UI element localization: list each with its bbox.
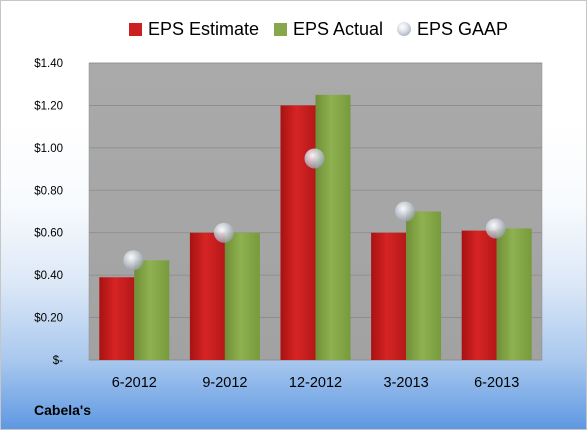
eps-gaap-marker xyxy=(485,218,506,239)
y-tick-label: $0.60 xyxy=(34,228,63,240)
y-tick-label: $1.20 xyxy=(34,100,63,112)
eps-actual-bar xyxy=(224,232,260,360)
eps-actual-bar xyxy=(315,94,351,361)
legend-marker-eps-gaap xyxy=(397,22,411,36)
x-tick-label: 6-2013 xyxy=(474,375,519,391)
eps-actual-bar xyxy=(496,228,532,360)
legend-label-eps-estimate: EPS Estimate xyxy=(148,18,260,39)
y-tick-label: $1.40 xyxy=(34,58,63,70)
y-tick-label: $0.40 xyxy=(34,270,63,282)
eps-estimate-bar xyxy=(189,232,225,360)
eps-estimate-bar xyxy=(371,232,407,360)
legend-item-eps-actual: EPS Actual xyxy=(274,15,383,43)
y-tick-label: $- xyxy=(53,355,63,367)
legend-label-eps-actual: EPS Actual xyxy=(293,18,384,39)
eps-actual-bar xyxy=(406,211,442,360)
legend-item-eps-estimate: EPS Estimate xyxy=(129,15,259,43)
y-tick-label: $0.20 xyxy=(34,313,63,325)
eps-estimate-bar xyxy=(461,230,497,360)
legend-item-eps-gaap: EPS GAAP xyxy=(397,15,508,43)
eps-gaap-marker xyxy=(304,148,325,169)
x-tick-label: 3-2013 xyxy=(384,375,429,391)
eps-estimate-bar xyxy=(99,277,135,360)
eps-gaap-marker xyxy=(213,222,234,243)
company-name: Cabela's xyxy=(34,402,92,418)
y-tick-label: $0.80 xyxy=(34,185,63,197)
eps-gaap-marker xyxy=(395,201,416,222)
eps-actual-bar xyxy=(134,260,170,360)
x-tick-label: 12-2012 xyxy=(289,375,342,391)
chart-legend: EPS Estimate EPS Actual EPS GAAP xyxy=(1,15,586,43)
eps-estimate-bar xyxy=(280,105,316,360)
x-tick-label: 6-2012 xyxy=(112,375,157,391)
x-tick-label: 9-2012 xyxy=(202,375,247,391)
legend-swatch-eps-estimate xyxy=(129,22,142,36)
y-tick-label: $1.00 xyxy=(34,143,63,155)
eps-gaap-marker xyxy=(123,250,144,271)
legend-label-eps-gaap: EPS GAAP xyxy=(417,18,509,39)
legend-swatch-eps-actual xyxy=(274,22,287,36)
